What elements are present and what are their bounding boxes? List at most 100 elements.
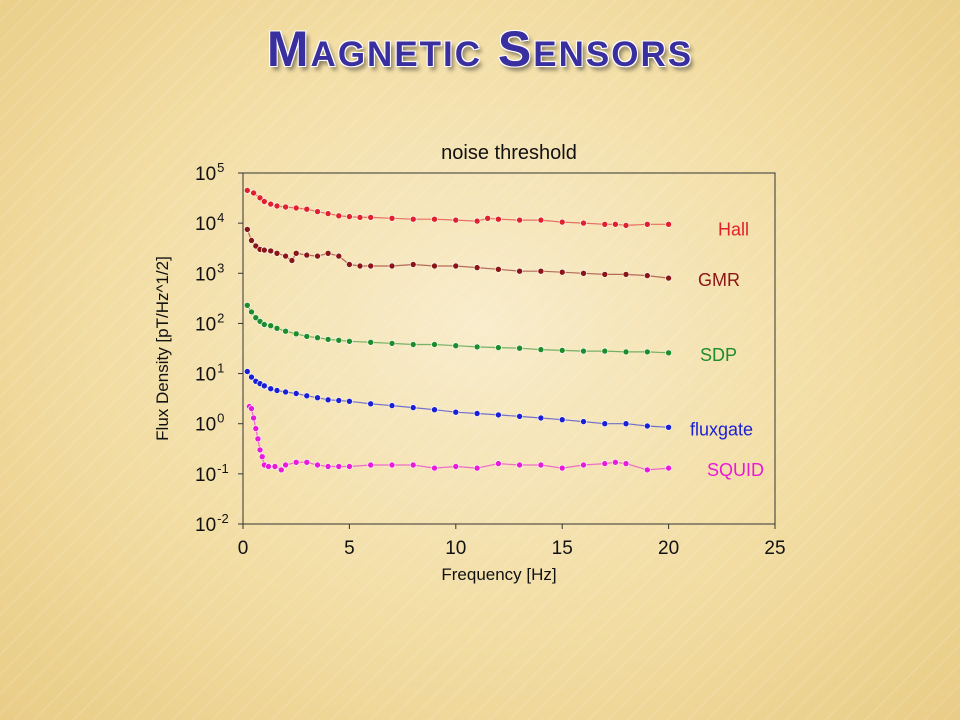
data-point-squid [665, 464, 672, 472]
data-point-sdp [495, 344, 502, 351]
data-point-gmr [601, 271, 609, 278]
series-line-fluxgate [246, 371, 669, 428]
data-point-hall [367, 214, 375, 221]
data-point-sdp [273, 324, 281, 332]
x-axis-label: Frequency [Hz] [441, 565, 556, 584]
data-point-sdp [537, 346, 545, 353]
data-point-squid [516, 461, 523, 469]
data-point-sdp [367, 338, 375, 346]
data-point-sdp [388, 340, 396, 347]
data-point-sdp [267, 322, 275, 330]
data-point-fluxgate [601, 420, 609, 428]
data-point-sdp [303, 333, 311, 340]
data-point-sdp [248, 308, 255, 316]
data-point-squid [558, 464, 566, 472]
data-point-fluxgate [282, 388, 289, 396]
data-point-gmr [303, 251, 311, 259]
data-point-gmr [356, 262, 364, 270]
data-point-squid [431, 464, 438, 472]
data-point-gmr [622, 271, 630, 278]
data-point-fluxgate [324, 396, 332, 404]
data-point-fluxgate [431, 406, 438, 414]
data-point-sdp [622, 348, 630, 356]
data-point-fluxgate [335, 397, 343, 404]
data-point-fluxgate [452, 408, 460, 416]
data-point-hall [256, 194, 264, 202]
data-point-sdp [431, 341, 438, 348]
data-point-sdp [244, 301, 251, 309]
data-point-squid [258, 453, 266, 461]
data-point-fluxgate [643, 422, 651, 430]
y-tick-label: 102 [195, 310, 224, 335]
data-point-fluxgate [558, 416, 566, 424]
x-tick-label: 15 [552, 538, 573, 559]
data-point-sdp [335, 336, 343, 344]
data-point-hall [516, 216, 523, 224]
data-point-hall [601, 221, 609, 228]
data-point-fluxgate [665, 423, 672, 431]
data-point-gmr [288, 257, 296, 264]
data-point-squid [388, 461, 396, 469]
series-line-squid [248, 406, 669, 471]
y-tick-label: 103 [195, 260, 224, 285]
data-point-fluxgate [267, 385, 275, 393]
data-point-sdp [314, 334, 321, 342]
data-point-gmr [452, 262, 460, 270]
data-point-squid [495, 460, 502, 467]
data-point-squid [292, 458, 300, 466]
data-point-fluxgate [495, 411, 502, 419]
data-point-squid [282, 461, 289, 469]
data-point-fluxgate [346, 397, 353, 405]
series-label-gmr: GMR [698, 270, 740, 290]
data-point-hall [282, 203, 289, 211]
data-point-sdp [282, 327, 289, 335]
data-point-hall [388, 215, 396, 222]
data-point-squid [250, 414, 257, 422]
data-point-hall [292, 204, 300, 212]
data-point-squid [248, 405, 255, 412]
data-point-gmr [558, 268, 566, 276]
data-point-hall [643, 221, 651, 228]
data-point-hall [250, 189, 257, 197]
data-point-gmr [665, 274, 672, 282]
data-point-sdp [516, 344, 523, 352]
data-point-sdp [260, 321, 268, 328]
data-point-gmr [643, 272, 651, 279]
data-point-gmr [314, 252, 321, 260]
data-point-squid [277, 466, 285, 474]
data-point-gmr [267, 247, 275, 255]
data-point-hall [324, 210, 332, 217]
data-point-squid [409, 461, 417, 469]
y-axis-label: Flux Density [pT/Hz^1/2] [153, 256, 172, 441]
data-point-gmr [282, 252, 289, 260]
series-label-sdp: SDP [700, 345, 737, 365]
data-point-gmr [260, 246, 268, 254]
data-point-sdp [473, 343, 481, 351]
data-point-hall [495, 215, 502, 223]
data-point-sdp [409, 341, 417, 348]
data-point-squid [265, 463, 272, 470]
data-point-hall [665, 221, 672, 228]
data-point-squid [254, 435, 262, 443]
data-point-squid [580, 461, 587, 469]
data-point-fluxgate [273, 387, 281, 394]
data-point-fluxgate [367, 400, 375, 408]
data-point-hall [580, 219, 587, 227]
data-point-hall [612, 221, 619, 228]
y-tick-label: 10-2 [195, 511, 229, 536]
data-point-sdp [558, 347, 566, 354]
data-point-fluxgate [409, 404, 417, 411]
data-point-gmr [252, 242, 260, 250]
data-point-squid [303, 458, 311, 466]
data-point-squid [643, 466, 651, 474]
data-point-sdp [643, 348, 651, 356]
data-point-gmr [516, 267, 523, 275]
data-point-hall [431, 215, 438, 223]
data-point-fluxgate [473, 410, 481, 417]
data-point-squid [271, 463, 279, 470]
data-point-hall [452, 216, 460, 224]
data-point-gmr [388, 262, 396, 270]
data-point-gmr [324, 250, 332, 257]
chart-title: noise threshold [441, 142, 577, 164]
data-point-squid [335, 463, 343, 470]
